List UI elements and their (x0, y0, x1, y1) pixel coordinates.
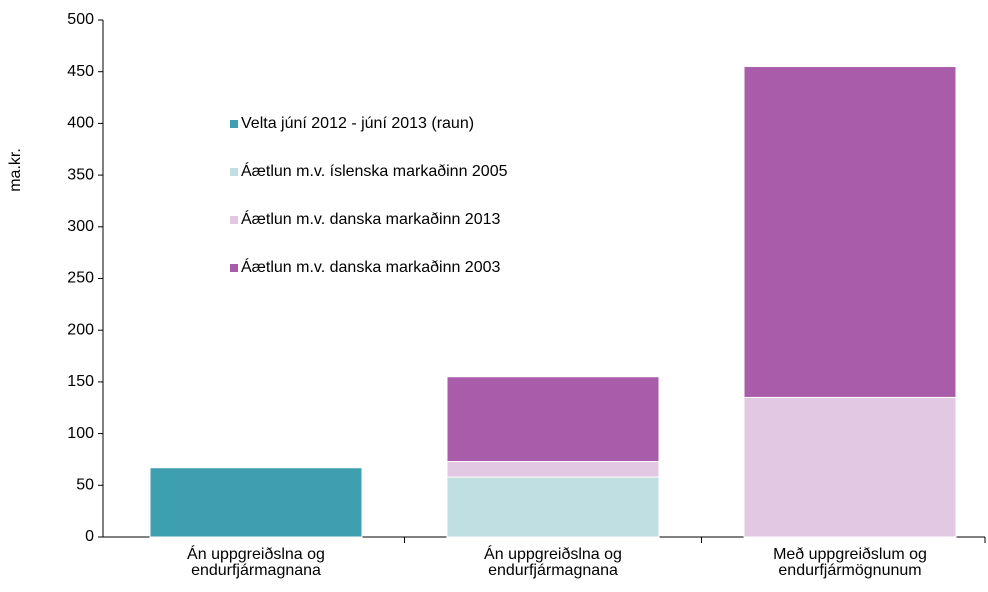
x-tick-label: Með uppgreiðslum og endurfjármögnunum (773, 546, 927, 579)
legend-label: Áætlun m.v. danska markaðinn 2003 (241, 257, 501, 276)
legend-swatch (230, 264, 238, 272)
bar-segment (446, 376, 660, 463)
bar-segment (446, 476, 660, 538)
bar-segment (743, 66, 957, 398)
y-tick-label: 150 (67, 373, 94, 390)
y-tick-label: 100 (67, 425, 94, 442)
y-tick-label: 350 (67, 166, 94, 183)
y-tick-label: 300 (67, 218, 94, 235)
y-tick-label: 250 (67, 270, 94, 287)
legend-swatch (230, 168, 238, 176)
bar-segment (743, 396, 957, 538)
y-tick-label: 450 (67, 63, 94, 80)
x-tick-label: Án uppgreiðslna og endurfjármagnana (187, 546, 325, 579)
bar-segment (446, 461, 660, 478)
y-axis-label: ma.kr. (7, 148, 24, 192)
legend-swatch (230, 120, 238, 128)
y-tick-label: 500 (67, 11, 94, 28)
legend-label: Áætlun m.v. danska markaðinn 2013 (241, 209, 501, 228)
bar-segment (149, 467, 363, 538)
y-tick-label: 0 (85, 528, 94, 545)
legend-label: Áætlun m.v. íslenska markaðinn 2005 (241, 161, 508, 180)
y-tick-label: 50 (76, 477, 94, 494)
legend-label: Velta júní 2012 - júní 2013 (raun) (241, 115, 474, 132)
x-tick-label: Án uppgreiðslna og endurfjármagnana (484, 546, 622, 579)
legend-swatch (230, 216, 238, 224)
y-tick-label: 400 (67, 115, 94, 132)
y-tick-label: 200 (67, 321, 94, 338)
